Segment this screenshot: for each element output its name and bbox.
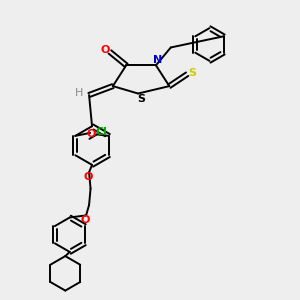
Text: S: S — [138, 94, 146, 104]
Text: N: N — [152, 55, 162, 65]
Text: O: O — [84, 172, 93, 182]
Text: H: H — [75, 88, 84, 98]
Text: O: O — [81, 215, 90, 225]
Text: O: O — [100, 44, 110, 55]
Text: S: S — [188, 68, 196, 78]
Text: Cl: Cl — [95, 127, 107, 137]
Text: O: O — [87, 128, 96, 139]
